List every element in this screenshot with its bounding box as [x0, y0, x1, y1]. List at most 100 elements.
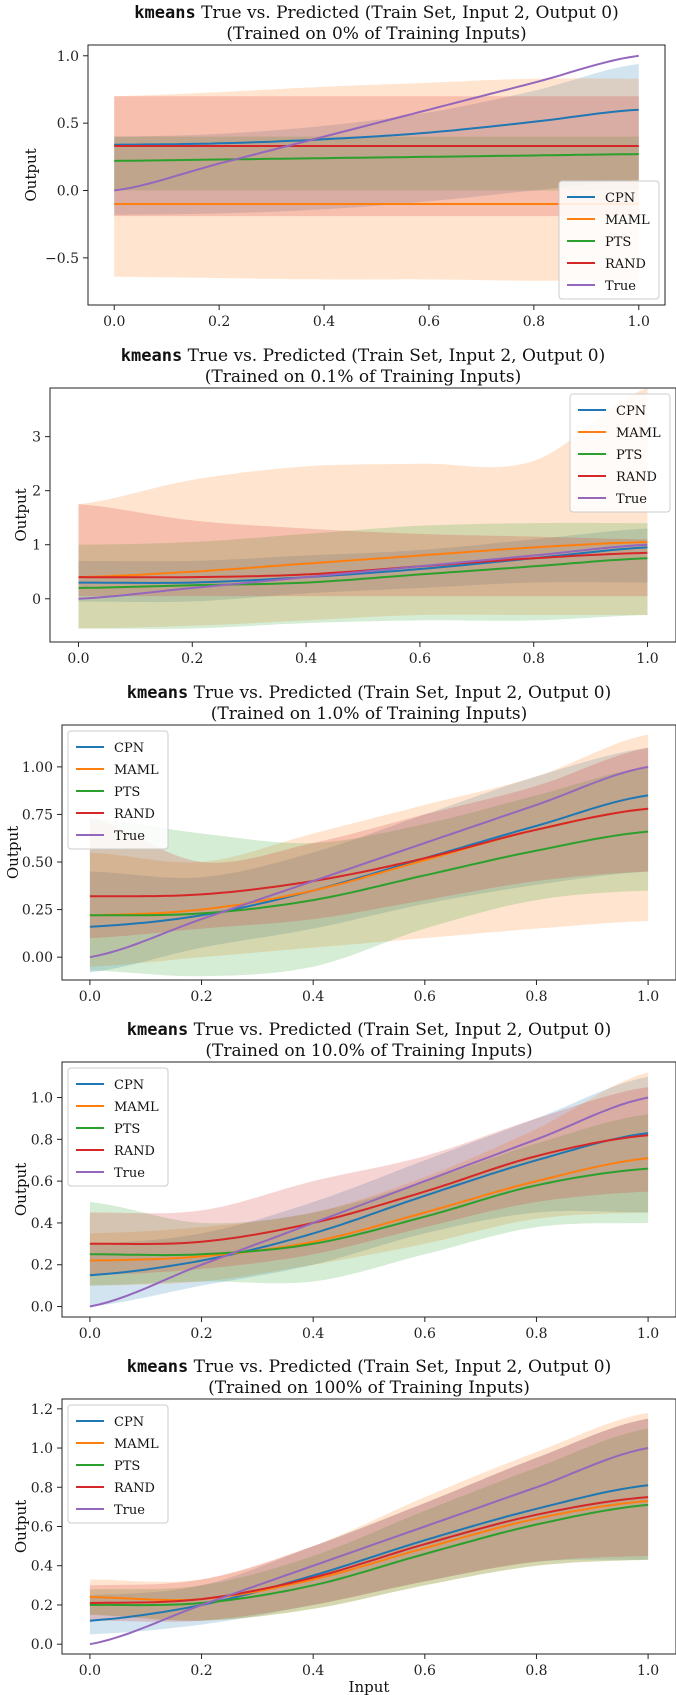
- y-tick-label: 0.25: [22, 903, 53, 919]
- legend: CPN MAML PTS RAND True: [67, 1404, 169, 1524]
- legend-label: CPN: [114, 1415, 144, 1430]
- legend-label: RAND: [114, 1481, 155, 1496]
- y-tick-label: 0.4: [31, 1559, 53, 1575]
- y-tick-label: 2: [32, 484, 41, 500]
- x-tick-label: 0.4: [313, 314, 335, 330]
- legend-label: PTS: [616, 448, 642, 463]
- y-axis-label: Output: [12, 488, 30, 541]
- line-maml: [89, 1157, 649, 1262]
- line-maml: [78, 541, 648, 579]
- line-true: [114, 54, 639, 192]
- line-true: [89, 765, 649, 959]
- band-cpn: [89, 747, 649, 973]
- plot-area: [78, 388, 648, 629]
- y-tick-label: 1.2: [31, 1402, 53, 1418]
- x-tick-label: 0.6: [418, 314, 440, 330]
- x-tick-label: 1.0: [637, 1663, 659, 1679]
- x-tick-label: 0.6: [414, 1326, 436, 1342]
- axes-frame: [61, 1061, 676, 1318]
- plot-area: [89, 1412, 649, 1646]
- line-cpn: [89, 1132, 649, 1277]
- y-tick-label: 0.0: [31, 1300, 53, 1316]
- band-cpn: [89, 1076, 649, 1307]
- axes-frame: [61, 724, 676, 981]
- chart-title: kmeans True vs. Predicted (Train Set, In…: [127, 1020, 611, 1040]
- plot-area: [89, 1072, 649, 1308]
- legend-label: PTS: [114, 1459, 140, 1474]
- chart-panel-2: kmeans True vs. Predicted (Train Set, In…: [12, 346, 676, 667]
- line-rand: [89, 807, 649, 898]
- band-rand: [89, 1418, 649, 1622]
- legend: CPN MAML PTS RAND True: [558, 180, 660, 300]
- x-tick-label: 0.4: [302, 1326, 324, 1342]
- line-pts: [89, 1167, 649, 1257]
- legend-label: CPN: [114, 1078, 144, 1093]
- y-tick-label: 0.0: [57, 183, 79, 199]
- x-tick-label: 0.6: [409, 651, 431, 667]
- y-tick-label: 0.6: [31, 1174, 53, 1190]
- line-rand: [89, 1496, 649, 1604]
- legend-box: [67, 730, 169, 850]
- chart-title: kmeans True vs. Predicted (Train Set, In…: [134, 3, 618, 23]
- x-tick-label: 0.0: [79, 989, 101, 1005]
- plot-area: [89, 734, 649, 977]
- line-pts: [114, 153, 639, 162]
- x-tick-label: 0.8: [525, 1663, 547, 1679]
- line-cpn: [89, 794, 649, 928]
- legend-label: True: [114, 1503, 145, 1518]
- chart-panel-4: kmeans True vs. Predicted (Train Set, In…: [12, 1020, 676, 1342]
- legend-label: MAML: [114, 763, 159, 778]
- line-pts: [89, 1503, 649, 1607]
- legend-label: RAND: [114, 807, 155, 822]
- band-maml: [114, 78, 639, 281]
- legend-label: True: [114, 829, 145, 844]
- chart-panel-5: kmeans True vs. Predicted (Train Set, In…: [12, 1357, 676, 1695]
- x-tick-label: 0.0: [67, 651, 89, 667]
- x-tick-label: 0.8: [523, 651, 545, 667]
- x-tick-label: 1.0: [636, 651, 658, 667]
- axes-frame: [49, 387, 676, 643]
- y-tick-label: 0.4: [31, 1216, 53, 1232]
- y-tick-label: 0.8: [31, 1480, 53, 1496]
- x-tick-label: 1.0: [637, 989, 659, 1005]
- y-axis-label: Output: [4, 826, 22, 879]
- chart-subtitle: (Trained on 0.1% of Training Inputs): [205, 367, 521, 387]
- legend-label: True: [616, 492, 647, 507]
- plot-area: [114, 54, 639, 281]
- band-rand: [114, 96, 639, 217]
- x-tick-label: 0.2: [190, 989, 212, 1005]
- legend-label: PTS: [114, 1122, 140, 1137]
- line-pts: [89, 830, 649, 917]
- x-tick-label: 0.4: [302, 1663, 324, 1679]
- band-rand: [89, 1087, 649, 1276]
- y-axis-label: Output: [12, 1500, 30, 1553]
- legend-label: RAND: [605, 257, 646, 272]
- legend-label: CPN: [605, 191, 635, 206]
- y-tick-label: 1.0: [31, 1091, 53, 1107]
- band-cpn: [89, 1418, 649, 1635]
- chart-panel-1: kmeans True vs. Predicted (Train Set, In…: [22, 3, 666, 330]
- legend-label: MAML: [616, 426, 661, 441]
- legend-box: [67, 1067, 169, 1187]
- chart-title: kmeans True vs. Predicted (Train Set, In…: [121, 346, 605, 366]
- band-rand: [78, 504, 648, 597]
- legend-label: MAML: [114, 1437, 159, 1452]
- x-tick-label: 0.2: [208, 314, 230, 330]
- y-tick-label: 0.00: [22, 950, 53, 966]
- line-true: [89, 1096, 649, 1308]
- x-tick-label: 1.0: [628, 314, 650, 330]
- line-true: [89, 1447, 649, 1646]
- x-tick-label: 0.4: [302, 989, 324, 1005]
- x-tick-label: 0.2: [190, 1663, 212, 1679]
- y-tick-label: 0.50: [22, 855, 53, 871]
- chart-subtitle: (Trained on 100% of Training Inputs): [208, 1378, 530, 1398]
- axes-frame: [87, 44, 666, 306]
- y-tick-label: 0.5: [57, 116, 79, 132]
- y-tick-label: 1.0: [31, 1441, 53, 1457]
- band-rand: [89, 747, 649, 939]
- band-pts: [114, 136, 639, 191]
- x-tick-label: 0.0: [103, 314, 125, 330]
- legend-label: MAML: [114, 1100, 159, 1115]
- y-tick-label: 3: [32, 430, 41, 446]
- y-tick-label: 0.2: [31, 1258, 53, 1274]
